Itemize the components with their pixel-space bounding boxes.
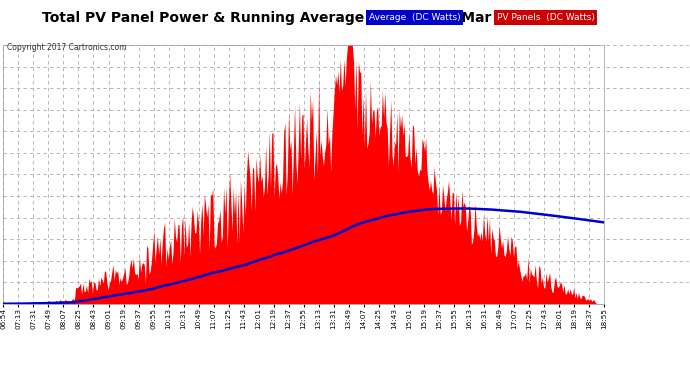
- Text: Total PV Panel Power & Running Average Power Mon Mar 27 19:06: Total PV Panel Power & Running Average P…: [42, 11, 565, 25]
- Text: Average  (DC Watts): Average (DC Watts): [369, 13, 461, 22]
- Text: PV Panels  (DC Watts): PV Panels (DC Watts): [497, 13, 595, 22]
- Text: Copyright 2017 Cartronics.com: Copyright 2017 Cartronics.com: [7, 43, 126, 52]
